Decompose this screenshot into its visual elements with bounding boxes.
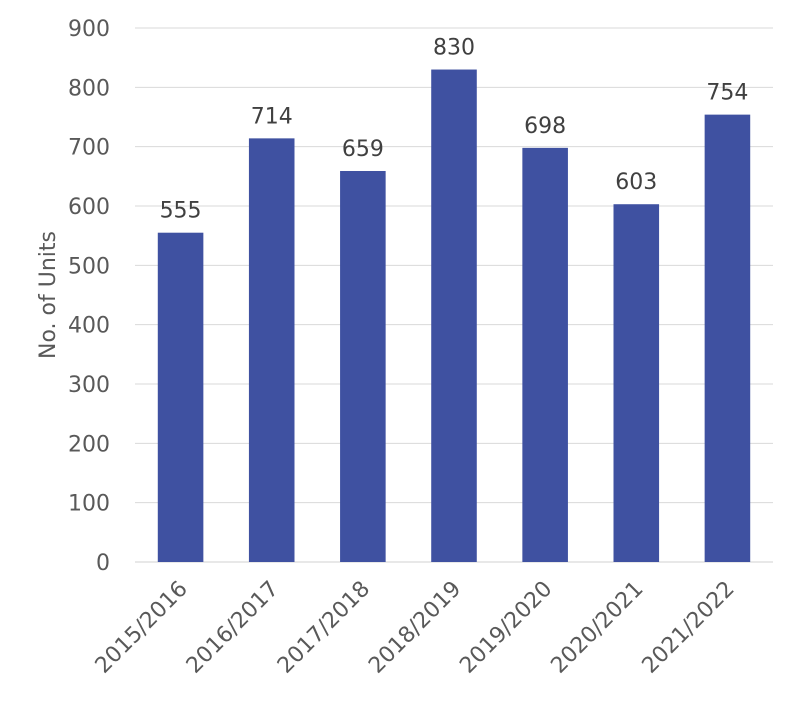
- bar: [431, 69, 477, 563]
- bar: [613, 204, 660, 562]
- x-tick-label: 2017/2018: [273, 577, 375, 679]
- data-label: 659: [342, 137, 384, 162]
- y-tick-label: 700: [68, 136, 110, 161]
- bars: [157, 69, 751, 563]
- y-tick-label: 0: [96, 551, 110, 576]
- y-tick-label: 600: [68, 195, 110, 220]
- data-labels: 555 714 659 830 698 603 754: [160, 36, 749, 224]
- data-label: 698: [524, 114, 566, 139]
- bar: [157, 232, 204, 562]
- bar: [704, 114, 751, 563]
- x-tick-label: 2015/2016: [91, 577, 193, 679]
- data-label: 714: [251, 104, 293, 129]
- data-label: 555: [160, 199, 202, 224]
- y-tick-label: 900: [68, 17, 110, 42]
- y-axis-title: No. of Units: [36, 231, 61, 359]
- y-tick-label: 400: [68, 314, 110, 339]
- y-axis-ticks: 0 100 200 300 400 500 600 700 800 900: [68, 17, 110, 576]
- data-label: 603: [615, 170, 657, 195]
- data-label: 830: [433, 36, 475, 61]
- x-tick-label: 2018/2019: [364, 577, 466, 679]
- bar: [522, 147, 568, 562]
- bar: [248, 138, 295, 563]
- y-tick-label: 500: [68, 254, 110, 279]
- y-tick-label: 800: [68, 76, 110, 101]
- y-tick-label: 200: [68, 432, 110, 457]
- x-tick-label: 2020/2021: [546, 577, 648, 679]
- x-tick-label: 2016/2017: [182, 577, 284, 679]
- x-tick-label: 2021/2022: [638, 577, 740, 679]
- x-axis-ticks: 2015/20162016/20172017/20182018/20192019…: [91, 577, 740, 679]
- y-tick-label: 300: [68, 373, 110, 398]
- x-tick-label: 2019/2020: [455, 577, 557, 679]
- y-tick-label: 100: [68, 492, 110, 517]
- bar: [340, 170, 386, 562]
- data-label: 754: [706, 81, 748, 106]
